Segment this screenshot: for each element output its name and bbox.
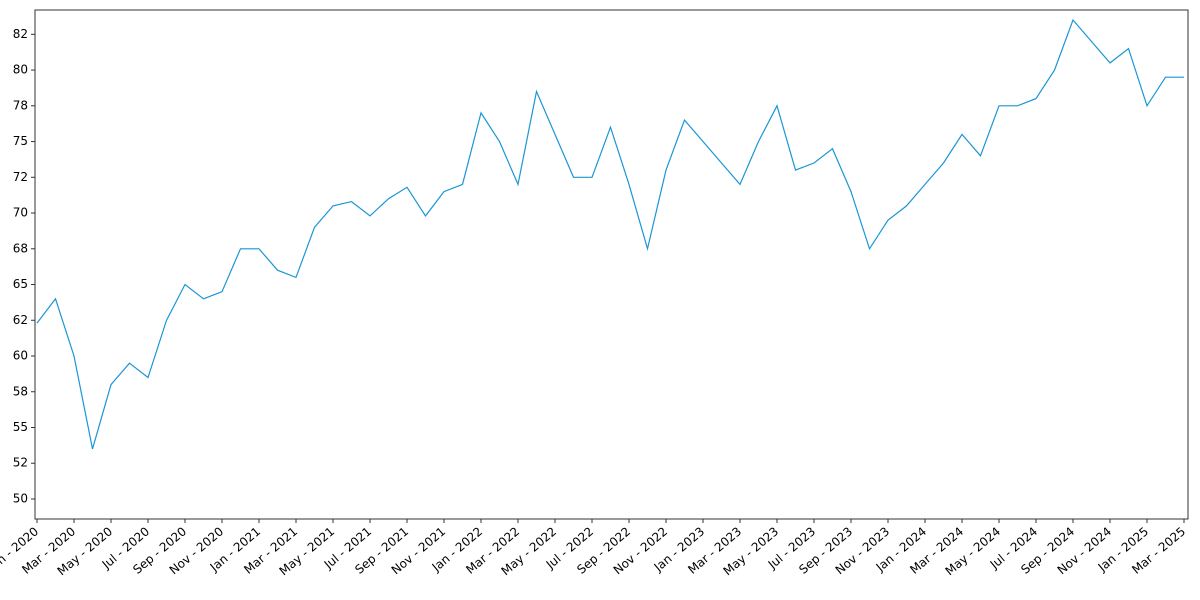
y-tick-label: 55 [13,420,28,434]
y-tick-label: 82 [13,27,28,41]
y-tick-label: 60 [13,349,28,363]
plot-frame [34,9,1189,520]
y-tick-label: 65 [13,277,28,291]
y-tick-label: 58 [13,384,28,398]
y-tick-label: 50 [13,491,28,505]
data-line [36,18,1184,450]
y-tick-label: 52 [13,456,28,470]
y-tick-label: 62 [13,313,28,327]
y-tick-label: 68 [13,241,28,255]
y-tick-label: 70 [13,206,28,220]
y-tick-label: 72 [13,170,28,184]
y-tick-label: 78 [13,98,28,112]
y-tick-label: 75 [13,134,28,148]
y-tick-label: 80 [13,63,28,77]
